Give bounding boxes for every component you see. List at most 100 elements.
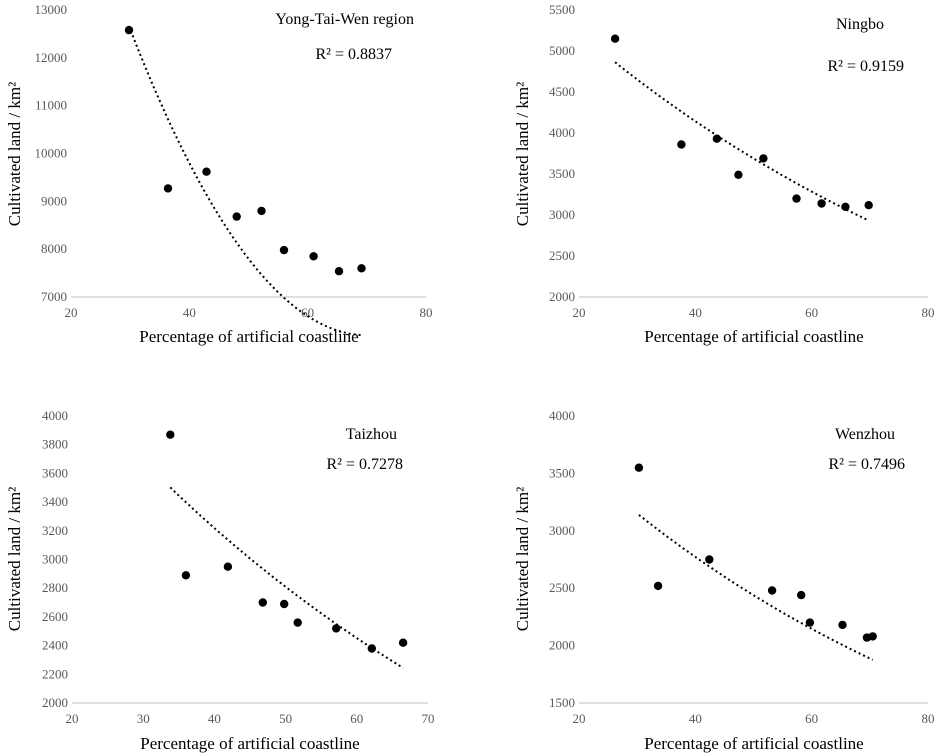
chart-title: Yong-Tai-Wen region <box>275 11 414 28</box>
data-point <box>792 194 801 203</box>
panel-ningbo: 2000 2500 3000 3500 4000 4500 5000 5500 20 40 60 8… <box>513 2 935 346</box>
data-point <box>279 245 289 255</box>
x-tick-label: 20 <box>573 711 586 726</box>
y-tick-label: 2000 <box>549 638 575 653</box>
x-tick-label: 20 <box>65 305 78 320</box>
y-tick-label: 11000 <box>35 98 67 113</box>
data-points <box>166 430 408 653</box>
x-tick-label: 60 <box>301 305 314 320</box>
data-point <box>166 430 175 439</box>
y-tick-label: 7000 <box>41 289 67 304</box>
x-tick-label: 60 <box>350 711 363 726</box>
y-tick-label: 2800 <box>42 580 68 595</box>
y-tick-label: 12000 <box>35 50 68 65</box>
x-tick-label: 60 <box>805 305 818 320</box>
y-tick-label: 5500 <box>549 2 575 17</box>
chart-title: Wenzhou <box>835 426 895 443</box>
y-axis-title: Cultivated land / km² <box>513 487 532 631</box>
y-tick-labels: 2000 2500 3000 3500 4000 4500 5000 5500 <box>549 2 575 304</box>
y-tick-label: 2000 <box>42 695 68 710</box>
data-points <box>610 34 873 211</box>
r-squared-label: R² = 0.7496 <box>829 456 906 473</box>
y-tick-label: 13000 <box>35 2 68 17</box>
data-point <box>610 34 620 43</box>
x-tick-label: 20 <box>66 711 79 726</box>
data-point <box>357 264 366 273</box>
y-tick-label: 4000 <box>549 125 575 140</box>
data-point <box>332 624 341 633</box>
panel-yong-tai-wen: 7000 8000 9000 10000 11000 12000 13000 20 40 60 8… <box>5 2 433 346</box>
x-axis-title: Percentage of artificial coastline <box>140 734 359 753</box>
y-tick-label: 2000 <box>549 289 575 304</box>
y-axis-title: Cultivated land / km² <box>5 82 24 226</box>
data-point <box>258 598 267 607</box>
data-point <box>653 581 663 591</box>
y-tick-label: 2400 <box>42 638 68 653</box>
y-tick-label: 1500 <box>549 695 575 710</box>
y-tick-labels: 2000 2200 2400 2600 2800 3000 3200 3400 3600 3800… <box>42 408 68 710</box>
y-tick-label: 3000 <box>42 552 68 567</box>
y-tick-label: 4500 <box>549 84 575 99</box>
chart-title: Taizhou <box>346 426 397 443</box>
data-point <box>767 586 777 595</box>
x-tick-label: 30 <box>137 711 150 726</box>
data-point <box>734 170 743 179</box>
y-tick-label: 2600 <box>42 609 68 624</box>
data-point <box>841 202 850 211</box>
y-tick-label: 5000 <box>549 43 575 58</box>
x-tick-label: 40 <box>689 711 702 726</box>
panel-taizhou: 2000 2200 2400 2600 2800 3000 3200 3400 3600 3800… <box>5 408 435 753</box>
y-tick-label: 3500 <box>549 166 575 181</box>
data-point <box>398 638 408 647</box>
y-tick-label: 3500 <box>549 465 575 480</box>
y-tick-label: 3200 <box>42 523 68 538</box>
x-tick-label: 60 <box>805 711 818 726</box>
data-point <box>705 555 714 564</box>
data-point <box>309 252 318 261</box>
data-point <box>334 267 344 276</box>
x-tick-labels: 20 40 60 80 <box>573 711 935 726</box>
y-tick-label: 9000 <box>41 193 67 208</box>
data-point <box>202 167 211 176</box>
x-axis-title: Percentage of artificial coastline <box>139 327 358 346</box>
data-point <box>257 206 266 216</box>
data-point <box>817 199 826 208</box>
y-tick-labels: 7000 8000 9000 10000 11000 12000 13000 <box>35 2 68 304</box>
data-point <box>181 571 191 580</box>
y-tick-labels: 1500 2000 2500 3000 3500 4000 <box>549 408 575 710</box>
data-point <box>868 632 877 641</box>
y-tick-label: 4000 <box>549 408 575 423</box>
data-point <box>634 463 644 472</box>
data-point <box>797 590 806 600</box>
trendline <box>614 61 870 222</box>
y-tick-label: 3800 <box>42 437 68 452</box>
x-tick-label: 40 <box>183 305 196 320</box>
data-point <box>712 134 722 143</box>
data-point <box>124 25 134 35</box>
data-point <box>232 212 241 221</box>
y-axis-title: Cultivated land / km² <box>5 487 24 631</box>
trendline <box>638 514 874 661</box>
x-tick-label: 40 <box>689 305 702 320</box>
data-point <box>293 618 302 627</box>
x-tick-label: 80 <box>922 305 935 320</box>
data-point <box>838 620 847 630</box>
y-tick-label: 3400 <box>42 494 68 509</box>
data-point <box>163 184 173 193</box>
y-tick-label: 3000 <box>549 207 575 222</box>
x-axis-title: Percentage of artificial coastline <box>644 327 863 346</box>
trendline <box>128 25 362 337</box>
x-tick-label: 20 <box>573 305 586 320</box>
data-point <box>864 201 873 210</box>
y-axis-title: Cultivated land / km² <box>513 82 532 226</box>
y-tick-label: 2200 <box>42 666 68 681</box>
x-tick-label: 40 <box>208 711 221 726</box>
y-tick-label: 4000 <box>42 408 68 423</box>
chart-title: Ningbo <box>836 16 884 33</box>
x-tick-label: 70 <box>422 711 435 726</box>
panel-wenzhou: 1500 2000 2500 3000 3500 4000 20 40 60 80 Wenzho… <box>513 408 935 753</box>
x-tick-labels: 20 40 60 80 <box>65 305 433 320</box>
data-point <box>280 599 289 609</box>
r-squared-label: R² = 0.7278 <box>327 456 404 473</box>
